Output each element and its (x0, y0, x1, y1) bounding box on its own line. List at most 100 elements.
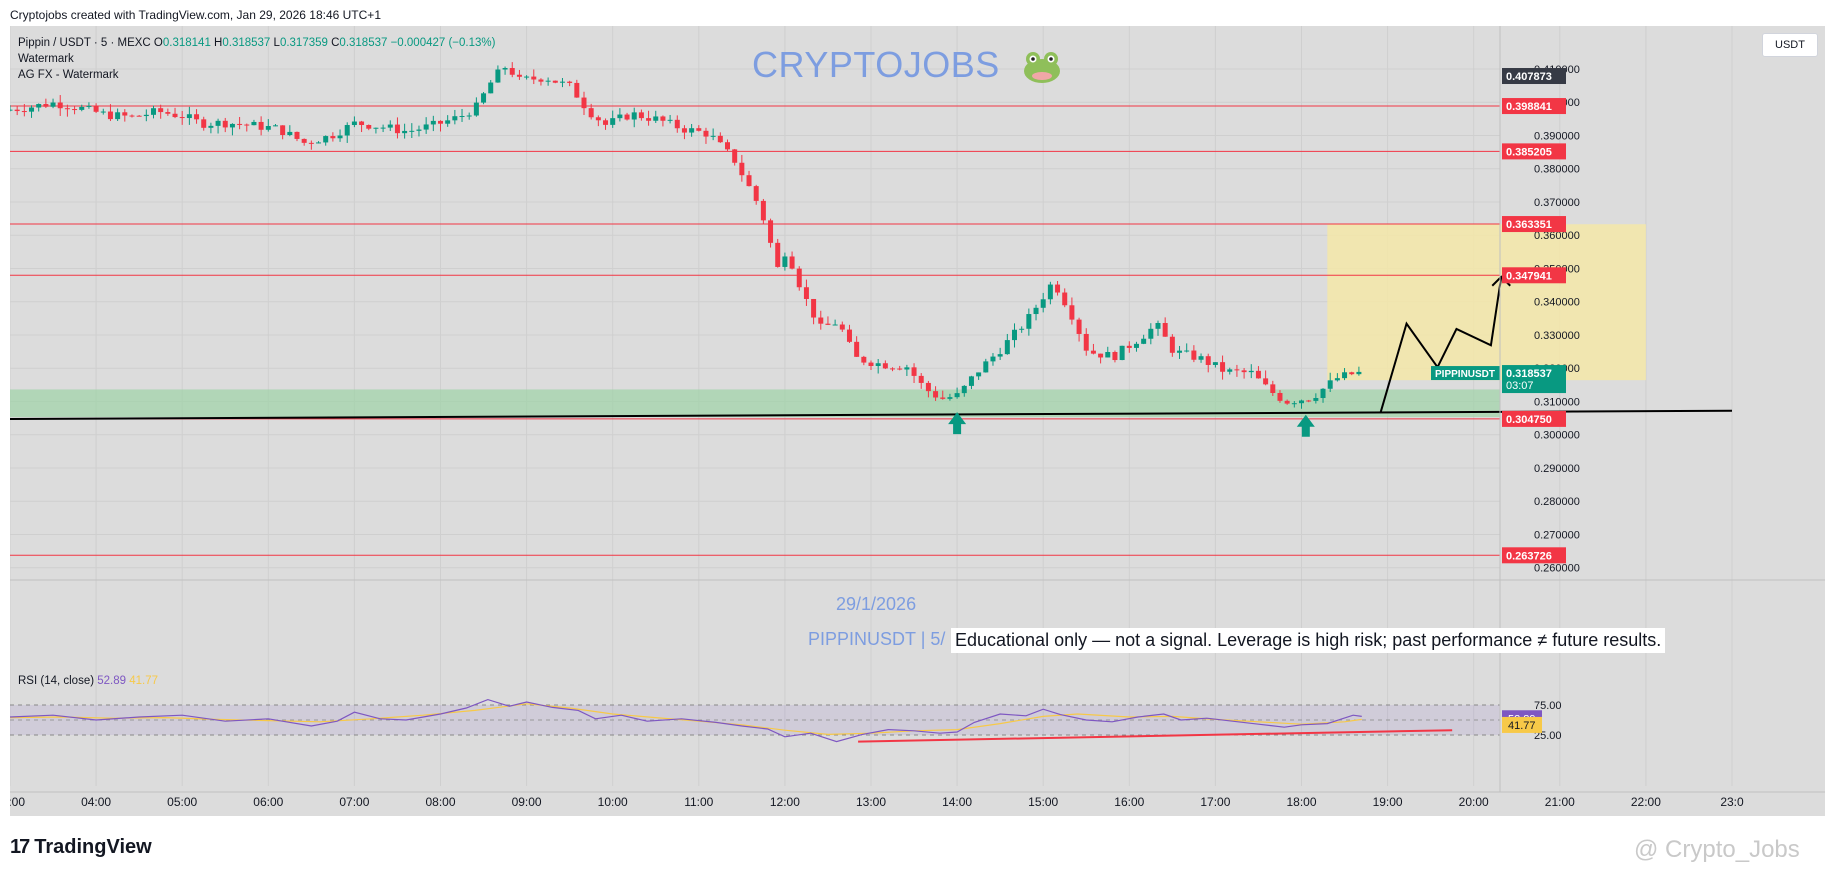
candle-body (1234, 369, 1240, 371)
rsi-line (10, 698, 1362, 743)
candle-body (717, 135, 723, 143)
candle-body (1026, 314, 1032, 329)
high-label: H (214, 37, 223, 49)
price-axis-tick-label: 0.260000 (1534, 563, 1580, 575)
candle-body (947, 397, 953, 399)
price-level-label: 0.263726 (1506, 550, 1552, 562)
candle-body (10, 109, 13, 111)
candle-body (617, 114, 623, 119)
tradingview-logo-text: TradingView (34, 836, 152, 858)
rsi-ma-badge (1502, 716, 1542, 733)
candle-body (638, 112, 644, 119)
chart-frame[interactable]: 0.260000 0.270000 0.280000 0.290000 0.300000… (10, 26, 1825, 816)
candle-body (1191, 350, 1197, 360)
current-price-badge (1502, 365, 1566, 394)
candle-body (57, 102, 63, 109)
candle-body (559, 81, 565, 83)
rsi-value: 52.89 (97, 675, 127, 687)
candle-body (918, 375, 924, 383)
candle-body (387, 124, 393, 128)
symbol-line[interactable]: Pippin / USDT · 5 · MEXC (18, 37, 151, 49)
candle-body (1012, 329, 1017, 341)
candle-body (538, 79, 544, 82)
price-axis-tick-label: 0.290000 (1534, 463, 1580, 475)
low-value: 0.317359 (279, 37, 328, 49)
candle-body (330, 136, 336, 139)
candle-body (1098, 353, 1104, 358)
candle-body (1169, 336, 1175, 353)
candle-body (631, 112, 637, 120)
time-axis-tick-label: 10:00 (598, 795, 628, 809)
countdown-label: 03:07 (1506, 380, 1534, 392)
currency-button[interactable]: USDT (1762, 33, 1818, 57)
candle-body (344, 125, 350, 136)
candle-body (14, 109, 20, 112)
tradingview-logo[interactable]: 17 TradingView (10, 836, 152, 859)
indicator-ag-fx-watermark[interactable]: AG FX - Watermark (18, 69, 119, 81)
candle-body (725, 142, 730, 150)
high-value: 0.318537 (222, 37, 271, 49)
candle-body (976, 372, 982, 377)
price-level-label-bg (1502, 410, 1566, 427)
candle-body (545, 80, 551, 82)
time-axis-tick-label: 19:00 (1373, 795, 1403, 809)
candle-body (93, 105, 99, 112)
candle-body (1155, 322, 1161, 329)
candle-body (1062, 292, 1068, 306)
time-axis-tick-label: 22:00 (1631, 795, 1661, 809)
candle-body (882, 363, 888, 369)
price-level-label: 0.407873 (1506, 71, 1552, 83)
bottom-watermark: @ Crypto_Jobs (1634, 836, 1800, 863)
tradingview-logo-icon: 17 (10, 836, 30, 858)
candle-body (610, 118, 616, 125)
candle-body (1291, 403, 1297, 405)
time-axis-tick-label: 04:00 (81, 795, 111, 809)
rsi-axis-tick-label: 75.00 (1534, 700, 1562, 712)
time-axis-tick-label: 08:00 (425, 795, 455, 809)
rsi-label[interactable]: RSI (14, close) (18, 675, 95, 687)
candle-body (1148, 328, 1154, 339)
candle-body (50, 102, 56, 107)
candle-body (646, 118, 652, 121)
candle-body (172, 113, 178, 118)
price-level-label-bg (1502, 98, 1566, 115)
candle-body (1277, 392, 1283, 401)
candle-body (1047, 284, 1053, 300)
candle-body (43, 104, 49, 107)
candle-body (316, 142, 322, 144)
candle-body (660, 116, 666, 121)
candle-body (1320, 388, 1326, 399)
candle-body (1069, 305, 1075, 320)
price-chart[interactable]: 0.260000 0.270000 0.280000 0.290000 0.300000… (10, 26, 1825, 816)
candle-body (165, 112, 171, 114)
time-axis-tick-label: 14:00 (942, 795, 972, 809)
candle-body (911, 367, 917, 376)
candle-body (215, 120, 221, 126)
pair-annotation: PIPPINUSDT | 5/ (808, 629, 946, 649)
time-axis-tick-label: 21:00 (1545, 795, 1575, 809)
current-symbol-label: PIPPINUSDT (1435, 369, 1495, 380)
candle-body (29, 107, 35, 112)
candle-body (854, 341, 860, 357)
candle-body (997, 354, 1003, 357)
time-axis-tick-label: 12:00 (770, 795, 800, 809)
candle-body (933, 391, 939, 398)
indicator-watermark[interactable]: Watermark (18, 53, 74, 65)
date-annotation: 29/1/2026 (836, 594, 917, 614)
candle-body (452, 116, 458, 121)
candle-body (753, 186, 759, 201)
candle-body (796, 268, 802, 288)
candle-body (595, 117, 601, 121)
projection-path (1379, 276, 1503, 413)
current-symbol-badge (1431, 366, 1500, 381)
time-axis-tick-label: 07:00 (339, 795, 369, 809)
candle-body (1255, 370, 1261, 379)
candle-body (481, 93, 487, 103)
time-axis-tick-label: 15:00 (1028, 795, 1058, 809)
candle-body (681, 128, 687, 133)
candle-body (1090, 350, 1096, 354)
candle-body (1270, 384, 1276, 393)
current-price-label: 0.318537 (1506, 368, 1552, 380)
candle-body (86, 105, 92, 107)
candle-body (323, 136, 329, 143)
